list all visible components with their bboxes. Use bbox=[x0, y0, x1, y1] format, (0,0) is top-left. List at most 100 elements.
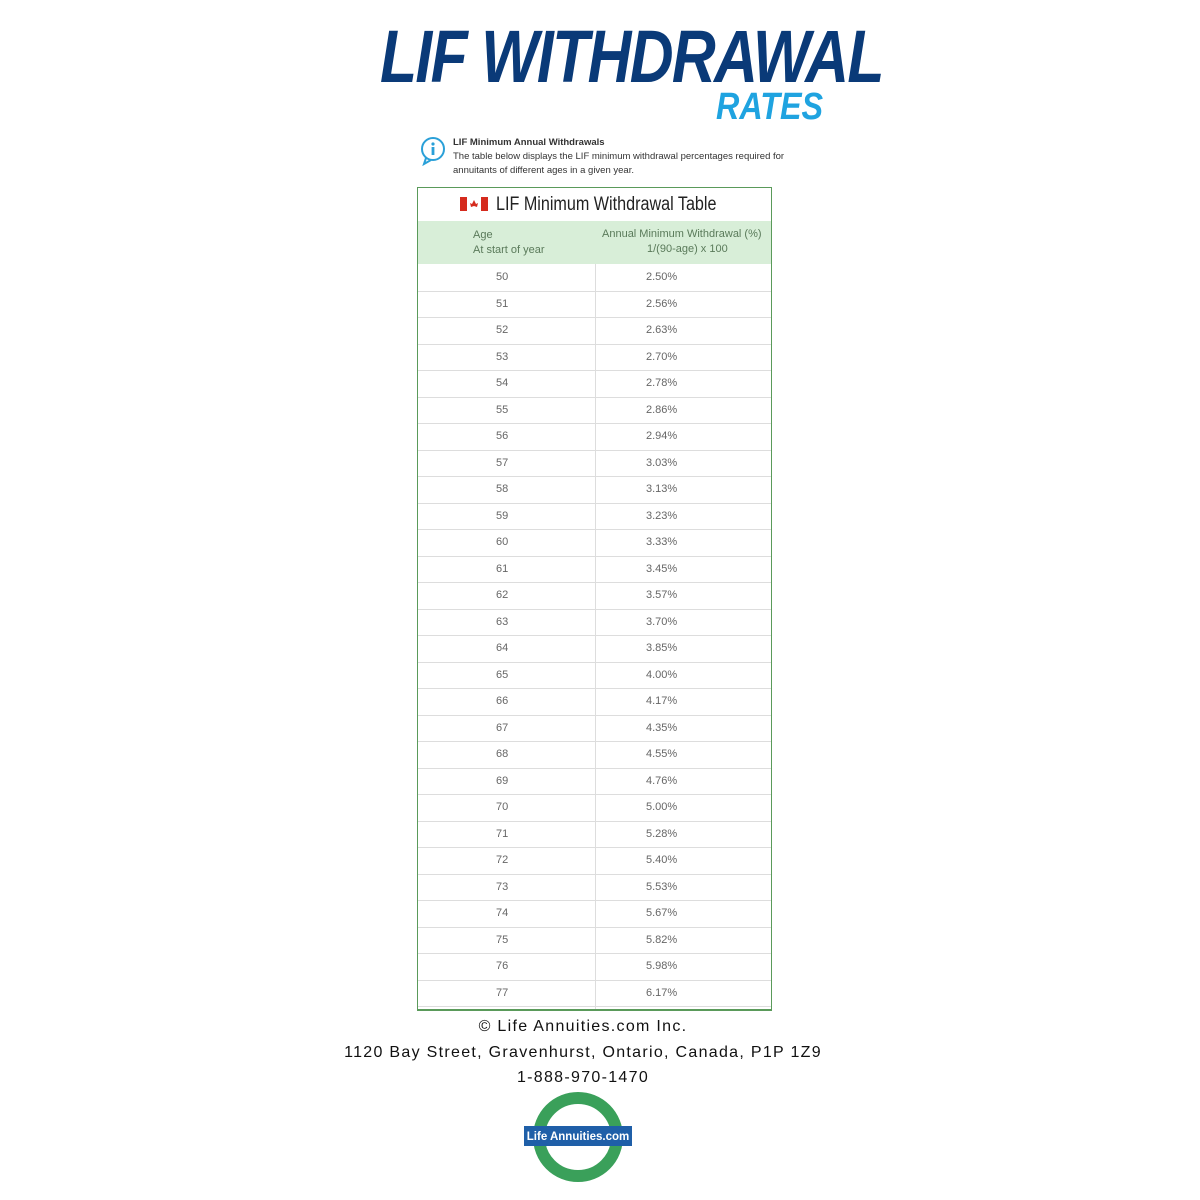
rate-cell: 4.00% bbox=[646, 668, 678, 681]
table-row: 71 5.28% bbox=[418, 821, 771, 848]
rate-cell: 4.17% bbox=[646, 695, 678, 707]
table-row: 77 6.17% bbox=[418, 980, 771, 1007]
age-cell: 77 bbox=[496, 986, 509, 999]
rate-cell: 2.78% bbox=[646, 377, 678, 389]
table-row: 58 3.13% bbox=[418, 476, 771, 504]
table-row: 73 5.53% bbox=[418, 874, 771, 901]
table-row: 61 3.45% bbox=[418, 556, 771, 583]
footer-line: 1120 Bay Street, Gravenhurst, Ontario, C… bbox=[344, 1044, 822, 1061]
table-row: 51 2.56% bbox=[418, 291, 771, 318]
logo: Life Annuities.com bbox=[524, 1092, 632, 1182]
info-text: LIF Minimum Annual Withdrawals The table… bbox=[453, 136, 784, 178]
rate-cell: 4.76% bbox=[646, 774, 678, 787]
rate-cell: 5.82% bbox=[646, 933, 678, 946]
rate-cell: 3.45% bbox=[646, 562, 678, 575]
age-cell: 68 bbox=[496, 748, 509, 760]
logo-text: Life Annuities.com bbox=[527, 1131, 629, 1143]
table-row: 50 2.50% bbox=[418, 264, 771, 292]
table-header: Age At start of year Annual Minimum With… bbox=[418, 221, 771, 264]
table-row: 75 5.82% bbox=[418, 927, 771, 954]
header-cell: Annual Minimum Withdrawal (%) bbox=[602, 228, 762, 240]
table-row: 69 4.76% bbox=[418, 768, 771, 795]
subtitle: RATES bbox=[716, 86, 824, 128]
table-row: 63 3.70% bbox=[418, 609, 771, 636]
age-cell: 60 bbox=[496, 536, 509, 548]
table-row: 59 3.23% bbox=[418, 503, 771, 530]
age-cell: 73 bbox=[496, 880, 509, 893]
rate-cell: 2.50% bbox=[646, 271, 678, 283]
rate-cell: 3.33% bbox=[646, 536, 678, 548]
age-cell: 69 bbox=[496, 774, 509, 787]
table-row: 55 2.86% bbox=[418, 397, 771, 424]
rate-cell: 3.23% bbox=[646, 509, 678, 522]
info-line: annuitants of different ages in a given … bbox=[453, 165, 634, 176]
rate-cell: 3.85% bbox=[646, 642, 678, 654]
rate-cell: 3.70% bbox=[646, 615, 678, 628]
age-cell: 66 bbox=[496, 695, 509, 707]
age-cell: 64 bbox=[496, 642, 509, 654]
age-cell: 67 bbox=[496, 721, 509, 734]
rate-cell: 5.98% bbox=[646, 960, 678, 972]
header-cell: 1/(90-age) x 100 bbox=[647, 243, 728, 255]
age-cell: 76 bbox=[496, 960, 509, 972]
rate-cell: 4.55% bbox=[646, 748, 678, 760]
age-cell: 58 bbox=[496, 483, 509, 495]
column-divider bbox=[595, 264, 596, 1009]
rate-cell: 2.86% bbox=[646, 403, 678, 416]
info-icon bbox=[421, 137, 445, 166]
rate-cell: 3.03% bbox=[646, 456, 678, 469]
age-cell: 72 bbox=[496, 854, 509, 866]
table-row: 65 4.00% bbox=[418, 662, 771, 689]
age-cell: 56 bbox=[496, 430, 509, 442]
rate-cell: 4.35% bbox=[646, 721, 678, 734]
age-cell: 54 bbox=[496, 377, 509, 389]
table-row: 66 4.17% bbox=[418, 688, 771, 716]
info-heading: LIF Minimum Annual Withdrawals bbox=[453, 137, 605, 148]
age-cell: 57 bbox=[496, 456, 509, 469]
rate-cell: 3.57% bbox=[646, 589, 678, 601]
rate-cell: 5.67% bbox=[646, 907, 678, 919]
age-cell: 74 bbox=[496, 907, 509, 919]
rate-cell: 3.13% bbox=[646, 483, 678, 495]
title: LIF WITHDRAWAL bbox=[380, 15, 884, 98]
rate-cell: 2.94% bbox=[646, 430, 678, 442]
table-row: 68 4.55% bbox=[418, 741, 771, 769]
age-cell: 61 bbox=[496, 562, 509, 575]
table-row: 53 2.70% bbox=[418, 344, 771, 371]
table-row: 70 5.00% bbox=[418, 794, 771, 822]
age-cell: 55 bbox=[496, 403, 509, 416]
age-cell: 65 bbox=[496, 668, 509, 681]
rate-cell: 6.17% bbox=[646, 986, 678, 999]
table-row: 72 5.40% bbox=[418, 847, 771, 875]
rate-cell: 2.63% bbox=[646, 324, 678, 336]
rate-cell: 5.40% bbox=[646, 854, 678, 866]
age-cell: 62 bbox=[496, 589, 509, 601]
table-row: 64 3.85% bbox=[418, 635, 771, 663]
rate-cell: 2.56% bbox=[646, 297, 678, 310]
age-cell: 52 bbox=[496, 324, 509, 336]
table: LIF Minimum Withdrawal Table Age At star… bbox=[417, 187, 772, 1011]
age-cell: 51 bbox=[496, 297, 509, 310]
header-cell: Age bbox=[473, 229, 493, 241]
rate-cell: 5.28% bbox=[646, 827, 678, 840]
footer-line: 1-888-970-1470 bbox=[516, 1069, 650, 1086]
table-row: 74 5.67% bbox=[418, 900, 771, 928]
table-row: 60 3.33% bbox=[418, 529, 771, 557]
age-cell: 75 bbox=[496, 933, 509, 946]
table-row: 54 2.78% bbox=[418, 370, 771, 398]
age-cell: 59 bbox=[496, 509, 509, 522]
table-row: 76 5.98% bbox=[418, 953, 771, 981]
table-title: LIF Minimum Withdrawal Table bbox=[496, 194, 717, 215]
table-row: 52 2.63% bbox=[418, 317, 771, 345]
table-row: 67 4.35% bbox=[418, 715, 771, 742]
rate-cell: 5.53% bbox=[646, 880, 678, 893]
info-line: The table below displays the LIF minimum… bbox=[453, 151, 785, 162]
canada-flag bbox=[460, 197, 488, 211]
table-row: 57 3.03% bbox=[418, 450, 771, 477]
table-row: 56 2.94% bbox=[418, 423, 771, 451]
rate-cell: 2.70% bbox=[646, 350, 678, 363]
age-cell: 50 bbox=[496, 271, 509, 283]
table-row: 62 3.57% bbox=[418, 582, 771, 610]
footer-line: © Life Annuities.com Inc. bbox=[478, 1018, 688, 1035]
